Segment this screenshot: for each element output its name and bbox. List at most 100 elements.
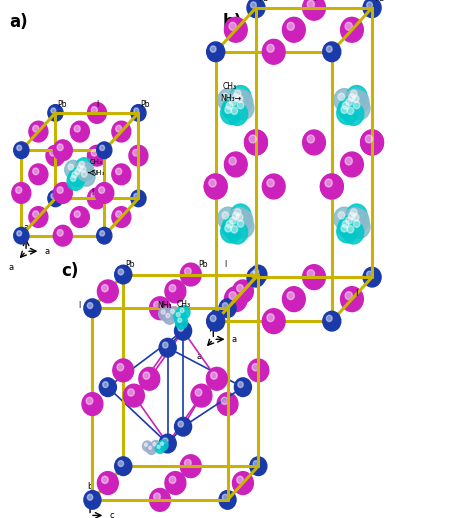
- Circle shape: [29, 121, 48, 142]
- Circle shape: [118, 269, 124, 275]
- Circle shape: [91, 192, 97, 199]
- Circle shape: [153, 442, 156, 446]
- Circle shape: [150, 488, 171, 511]
- Circle shape: [176, 312, 180, 316]
- Circle shape: [131, 105, 146, 121]
- Circle shape: [267, 179, 274, 187]
- Circle shape: [98, 471, 118, 494]
- Text: NH₃→: NH₃→: [221, 94, 242, 104]
- Circle shape: [345, 157, 352, 165]
- Circle shape: [75, 157, 92, 176]
- Circle shape: [159, 434, 176, 453]
- Circle shape: [99, 378, 117, 397]
- Circle shape: [164, 311, 176, 324]
- Circle shape: [166, 313, 170, 318]
- Circle shape: [234, 378, 251, 397]
- Circle shape: [207, 367, 228, 390]
- Circle shape: [346, 98, 352, 106]
- Circle shape: [221, 220, 241, 243]
- Circle shape: [178, 325, 183, 331]
- Circle shape: [73, 161, 91, 180]
- Circle shape: [353, 220, 360, 227]
- Circle shape: [231, 107, 237, 114]
- Circle shape: [225, 225, 231, 232]
- Circle shape: [145, 443, 147, 447]
- Circle shape: [159, 338, 176, 357]
- Circle shape: [112, 164, 131, 185]
- Circle shape: [345, 292, 352, 299]
- Circle shape: [232, 209, 253, 232]
- Circle shape: [307, 135, 314, 143]
- Circle shape: [48, 190, 63, 207]
- Text: CH₃: CH₃: [177, 300, 191, 309]
- Circle shape: [71, 165, 88, 184]
- Circle shape: [349, 215, 370, 238]
- Circle shape: [338, 97, 359, 120]
- Circle shape: [154, 301, 160, 309]
- Circle shape: [229, 292, 236, 299]
- Circle shape: [347, 226, 354, 233]
- Circle shape: [222, 93, 228, 100]
- Circle shape: [251, 271, 256, 278]
- Circle shape: [12, 182, 31, 203]
- Circle shape: [232, 471, 253, 494]
- Circle shape: [50, 149, 56, 156]
- Circle shape: [51, 108, 56, 113]
- Circle shape: [263, 39, 285, 64]
- Circle shape: [320, 174, 343, 199]
- Circle shape: [363, 0, 381, 18]
- Circle shape: [143, 441, 152, 451]
- Circle shape: [174, 418, 191, 436]
- Circle shape: [155, 443, 165, 453]
- Circle shape: [87, 188, 106, 209]
- Circle shape: [195, 389, 202, 396]
- Circle shape: [82, 393, 103, 415]
- Circle shape: [175, 315, 188, 329]
- Circle shape: [307, 270, 314, 278]
- Circle shape: [346, 85, 367, 108]
- Circle shape: [207, 42, 225, 62]
- Circle shape: [350, 209, 357, 216]
- Circle shape: [367, 2, 373, 8]
- Circle shape: [209, 179, 216, 187]
- Text: a: a: [44, 247, 49, 256]
- Circle shape: [165, 471, 186, 494]
- Circle shape: [33, 211, 39, 218]
- Circle shape: [237, 284, 243, 292]
- Circle shape: [68, 168, 85, 187]
- Circle shape: [151, 440, 161, 451]
- Circle shape: [129, 145, 148, 166]
- Circle shape: [53, 225, 72, 246]
- Circle shape: [228, 208, 249, 231]
- Circle shape: [95, 182, 114, 203]
- Circle shape: [248, 359, 269, 382]
- Circle shape: [227, 103, 247, 125]
- Circle shape: [234, 90, 241, 97]
- Circle shape: [115, 457, 132, 476]
- Text: c: c: [109, 511, 114, 518]
- Text: Pb: Pb: [57, 100, 67, 109]
- Circle shape: [91, 149, 97, 156]
- Circle shape: [340, 152, 363, 177]
- Circle shape: [134, 193, 139, 199]
- Circle shape: [87, 303, 93, 309]
- Circle shape: [123, 384, 144, 407]
- Circle shape: [236, 214, 243, 221]
- Circle shape: [226, 221, 233, 228]
- Circle shape: [320, 174, 343, 199]
- Circle shape: [352, 214, 359, 221]
- Circle shape: [225, 152, 247, 177]
- Circle shape: [68, 164, 73, 170]
- Circle shape: [249, 135, 256, 143]
- Circle shape: [57, 186, 63, 193]
- Circle shape: [361, 130, 383, 155]
- Circle shape: [178, 318, 182, 322]
- Circle shape: [184, 459, 191, 467]
- Circle shape: [338, 216, 359, 239]
- Circle shape: [97, 227, 112, 244]
- Circle shape: [51, 193, 56, 199]
- Text: I: I: [313, 0, 315, 3]
- Circle shape: [252, 364, 259, 371]
- Circle shape: [249, 135, 256, 143]
- Circle shape: [229, 217, 236, 224]
